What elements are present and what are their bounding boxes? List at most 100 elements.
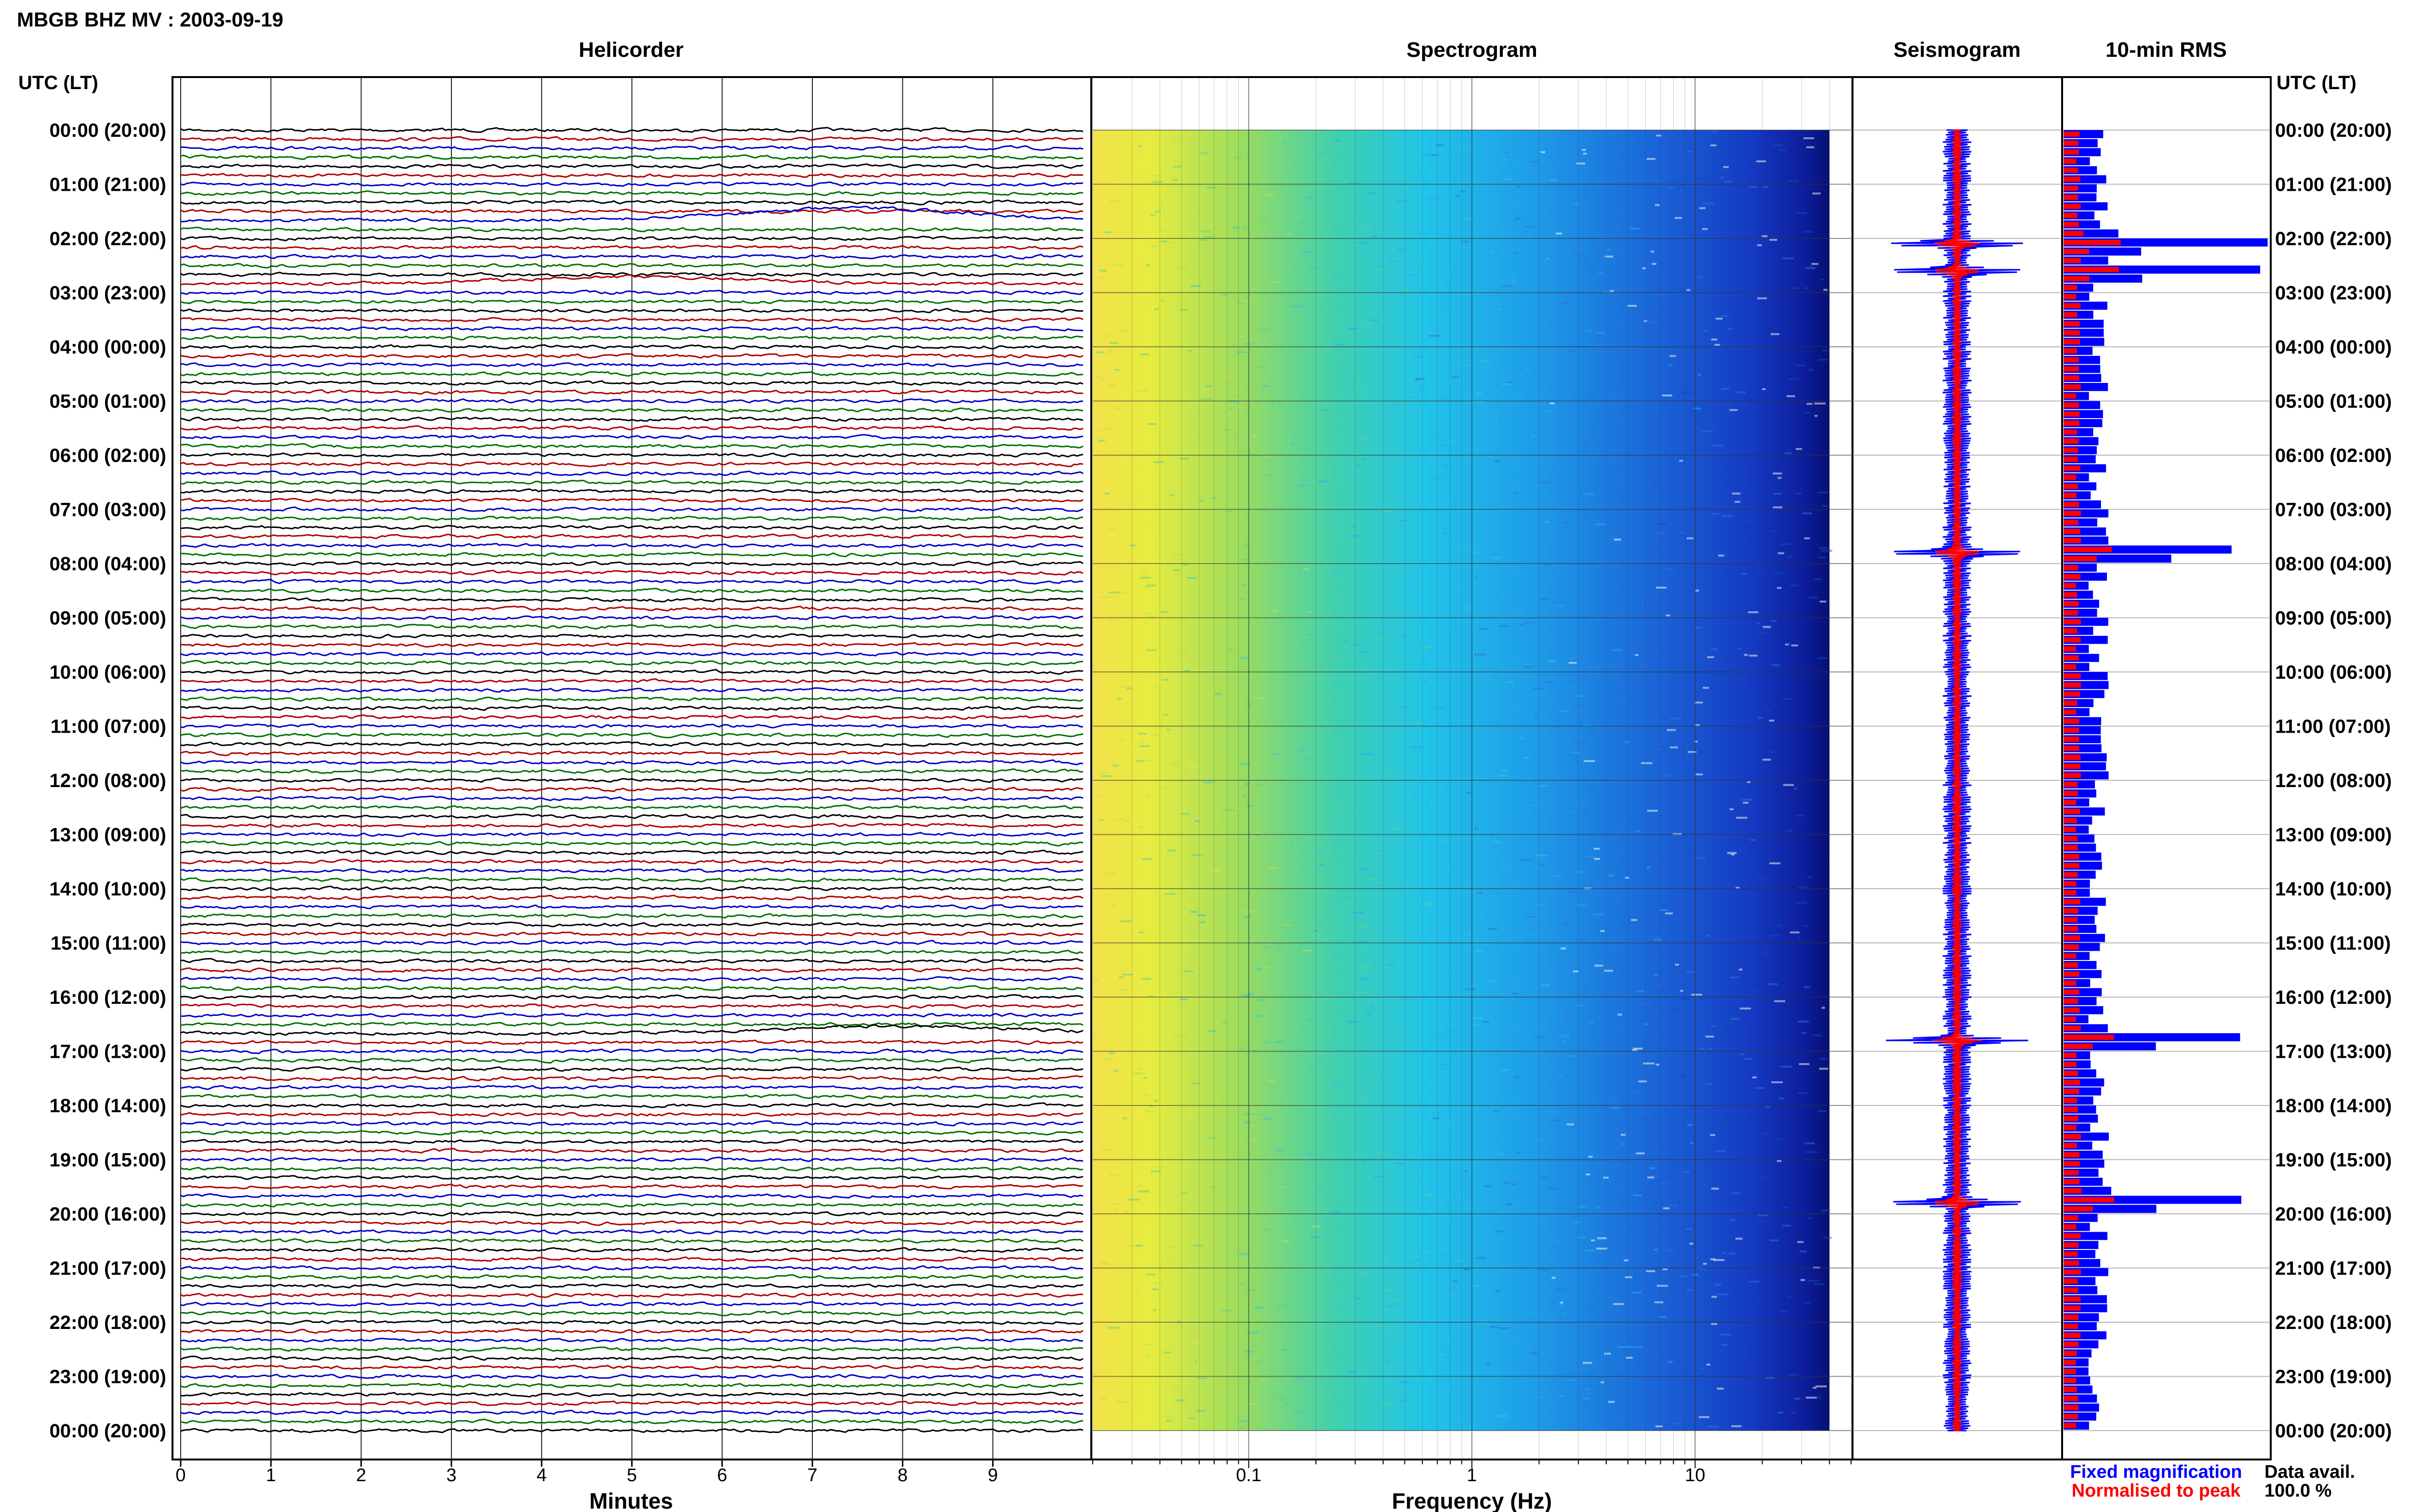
spectrogram-texture-mark: [1322, 988, 1329, 991]
spectrogram-texture-mark: [1262, 1228, 1273, 1231]
spectrogram-texture-mark: [1744, 1058, 1753, 1060]
spectrogram-texture-mark: [1503, 252, 1509, 254]
spectrogram-texture-mark: [1800, 1250, 1807, 1252]
spectrogram-texture-mark: [1297, 1370, 1309, 1372]
spectrogram-texture-mark: [1538, 1269, 1549, 1271]
spectrogram-texture-mark: [1151, 174, 1162, 176]
time-tick-label-left: 14:00 (10:00): [50, 879, 166, 900]
helicorder-trace-line: [180, 687, 1084, 693]
rms-bar-normalised: [2064, 1052, 2077, 1058]
spectrogram-texture-mark: [1297, 484, 1310, 486]
helicorder-trace-line: [180, 741, 1084, 747]
spectrogram-texture-mark: [1335, 685, 1347, 687]
spectrogram-texture-mark: [1615, 1358, 1624, 1361]
spectrogram-texture-mark: [1544, 564, 1551, 566]
rms-bar-normalised: [2064, 574, 2081, 579]
spectrogram-texture-mark: [1763, 627, 1770, 630]
rms-bar-normalised: [2064, 953, 2077, 959]
spectrogram-texture-mark: [1691, 994, 1703, 996]
helicorder-trace-line: [180, 1274, 1084, 1280]
spectrogram-texture-mark: [1786, 1296, 1792, 1298]
spectrogram-texture-mark: [1102, 1263, 1110, 1266]
spectrogram-texture-mark: [1139, 745, 1151, 748]
spectrogram-texture-mark: [1592, 245, 1601, 248]
helicorder-trace-line: [180, 705, 1084, 711]
spectrogram-texture-mark: [1568, 891, 1577, 893]
spectrogram-texture-mark: [1267, 1169, 1273, 1171]
spectrogram-texture-mark: [1565, 1014, 1569, 1017]
spectrogram-texture-mark: [1138, 145, 1142, 147]
spectrogram-texture-mark: [1433, 478, 1444, 481]
rms-bar-normalised: [2064, 1152, 2080, 1157]
spectrogram-texture-mark: [1433, 565, 1439, 567]
spectrogram-texture-mark: [1422, 170, 1432, 172]
spectrogram-texture-mark: [1225, 376, 1235, 378]
spectrogram-texture-mark: [1315, 851, 1325, 853]
rms-bar-normalised: [2064, 1368, 2076, 1374]
spectrogram-texture-mark: [1754, 431, 1759, 434]
spectrogram-texture-mark: [1385, 964, 1395, 966]
spectrogram-texture-mark: [1758, 716, 1763, 719]
spectrogram-texture-mark: [1434, 226, 1438, 229]
spectrogram-texture-mark: [1822, 349, 1827, 352]
helicorder-trace-line: [180, 1120, 1084, 1127]
spectrogram-texture-mark: [1698, 1416, 1710, 1418]
spectrogram-texture-mark: [1234, 438, 1237, 441]
spectrogram-texture-mark: [1152, 1288, 1159, 1290]
spectrogram-texture-mark: [1406, 396, 1411, 398]
spectrogram-texture-mark: [1496, 284, 1504, 286]
spectrogram-texture-mark: [1420, 1210, 1425, 1213]
helicorder-trace-line: [180, 1084, 1084, 1091]
spectrogram-texture-mark: [1632, 1049, 1638, 1051]
rms-bar-normalised: [2064, 1116, 2078, 1121]
rms-bar-normalised: [2064, 944, 2079, 950]
spectrogram-texture-mark: [1434, 1201, 1444, 1203]
time-tick-label-right: 12:00 (08:00): [2275, 770, 2392, 791]
rms-bar-normalised: [2064, 926, 2078, 932]
spectrogram-texture-mark: [1710, 648, 1718, 650]
spectrogram-texture-mark: [1572, 398, 1580, 401]
helicorder-trace-line: [180, 940, 1084, 946]
spectrogram-texture-mark: [1163, 788, 1169, 790]
helicorder-trace-line: [180, 1292, 1083, 1298]
spectrogram-texture-mark: [1711, 338, 1718, 341]
spectrogram-texture-mark: [1558, 1394, 1565, 1397]
helicorder-trace-line: [180, 452, 1084, 458]
spectrogram-texture-mark: [1474, 828, 1479, 830]
helicorder-trace-line: [180, 732, 1084, 738]
spectrogram-texture-mark: [1815, 1396, 1821, 1398]
spectrogram-texture-mark: [1546, 258, 1549, 260]
spectrogram-texture-mark: [1399, 706, 1408, 709]
spectrogram-texture-mark: [1739, 1007, 1751, 1010]
helicorder-trace-line: [180, 822, 1084, 828]
rms-bar-normalised: [2064, 294, 2077, 300]
spectrogram-texture-mark: [1770, 333, 1780, 335]
spectrogram-texture-mark: [1299, 476, 1309, 479]
rms-bar-normalised: [2064, 1062, 2077, 1067]
spectrogram-texture-mark: [1409, 307, 1414, 309]
helicorder-title: Helicorder: [579, 38, 684, 62]
spectrogram-texture-mark: [1154, 243, 1164, 245]
spectrogram-texture-mark: [1372, 472, 1378, 473]
spectrogram-texture-mark: [1492, 1144, 1502, 1146]
spectrogram-texture-mark: [1118, 330, 1128, 332]
helicorder-trace-line: [180, 1229, 1083, 1235]
spectrogram-texture-mark: [1594, 964, 1603, 967]
helicorder-trace-line: [180, 1283, 1084, 1289]
rms-bar-normalised: [2064, 628, 2078, 634]
spectrogram-texture-mark: [1230, 270, 1235, 272]
time-tick-label-left: 04:00 (00:00): [50, 337, 166, 358]
spectrogram-texture-mark: [1819, 1058, 1830, 1060]
helicorder-trace-line: [180, 1057, 1084, 1064]
spectrogram-texture-mark: [1655, 1301, 1664, 1303]
spectrogram-texture-mark: [1601, 1061, 1607, 1063]
spectrogram-texture-mark: [1586, 1173, 1590, 1176]
spectrogram-texture-mark: [1819, 1067, 1828, 1070]
spectrogram-texture-mark: [1260, 219, 1267, 221]
spectrogram-texture-mark: [1717, 1387, 1724, 1390]
spectrogram-texture-mark: [1229, 807, 1240, 809]
spectrogram-texture-mark: [1166, 241, 1175, 243]
spectrogram-texture-mark: [1561, 302, 1569, 304]
rms-bar-normalised: [2064, 1197, 2115, 1203]
spectrogram-texture-mark: [1464, 1207, 1475, 1210]
